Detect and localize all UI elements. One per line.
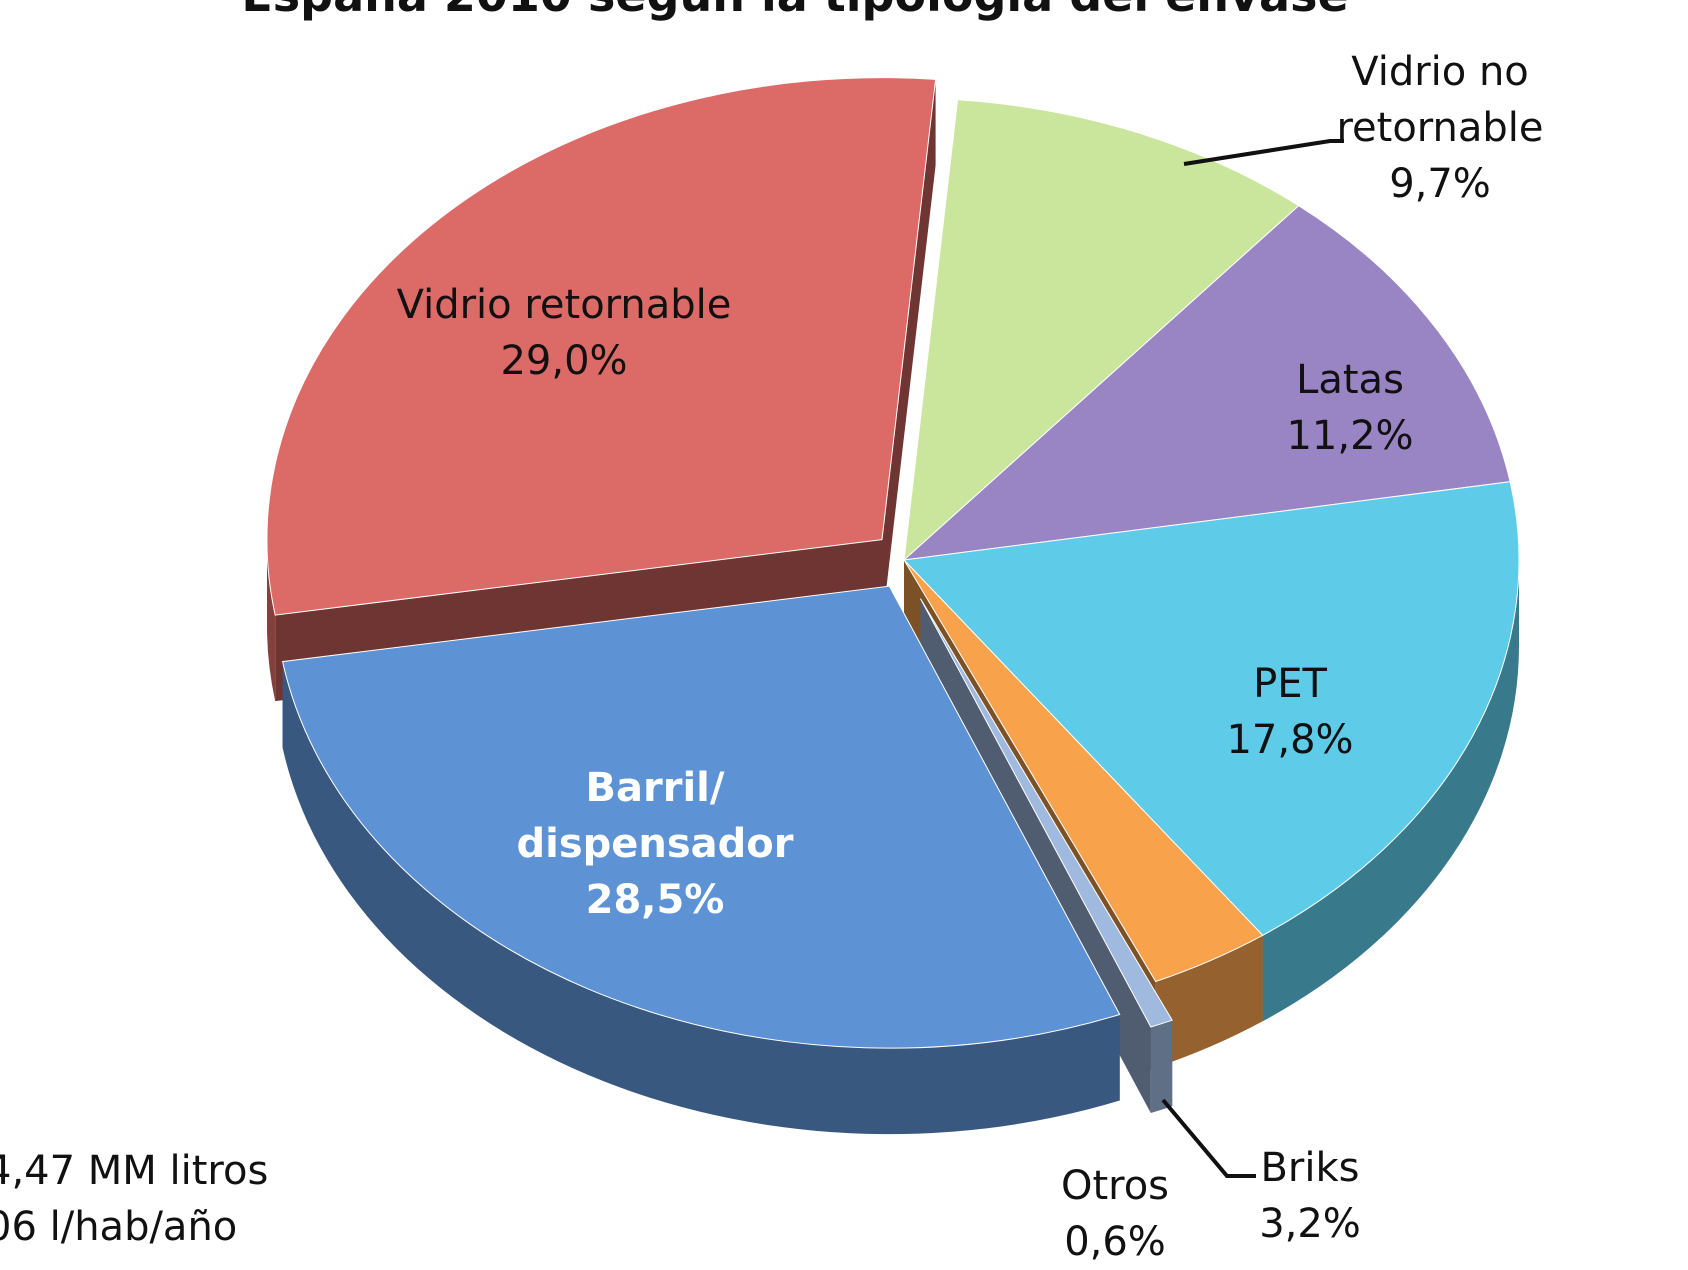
- slice-wall: [882, 79, 936, 626]
- category-label: Vidrio retornable: [396, 282, 732, 328]
- chart-title: España 2010 según la tipología del envas…: [241, 0, 1348, 22]
- value-label: 28,5%: [585, 877, 725, 923]
- slice-side: [1155, 935, 1263, 1068]
- value-label: 9,7%: [1389, 161, 1491, 207]
- value-label: 29,0%: [500, 338, 628, 384]
- slice: [903, 559, 1264, 983]
- slice-label: Briks 3,2%: [1230, 1140, 1390, 1252]
- slice-label: Vidrio no retornable 9,7%: [1325, 44, 1555, 212]
- category-label: Briks: [1260, 1145, 1360, 1191]
- value-label: 17,8%: [1226, 717, 1354, 763]
- slice: [281, 585, 1121, 1049]
- slice: [902, 205, 1511, 561]
- slice-label: Otros 0,6%: [1035, 1158, 1195, 1270]
- slice: [266, 77, 937, 616]
- slice-label: Vidrio retornable 29,0%: [374, 277, 754, 389]
- slice-side: [1262, 560, 1519, 1022]
- annotation: 06 l/hab/año: [0, 1204, 238, 1250]
- slice-side: [1150, 1020, 1173, 1113]
- slice-label: Barril/ dispensador 28,5%: [505, 760, 805, 928]
- slice-side: [282, 661, 1120, 1135]
- value-label: 11,2%: [1286, 413, 1414, 459]
- slice: [920, 598, 1173, 1028]
- value-label: 3,2%: [1259, 1201, 1361, 1247]
- category-label: Vidrio no retornable: [1336, 49, 1544, 151]
- category-label: Latas: [1296, 357, 1404, 403]
- annotation: 4,47 MM litros: [0, 1148, 269, 1194]
- category-label: Otros: [1060, 1163, 1170, 1209]
- slice: [903, 99, 1300, 562]
- slices: [266, 77, 1520, 1049]
- category-label: PET: [1253, 661, 1327, 707]
- category-label: Barril/ dispensador: [516, 765, 794, 867]
- slice-label: PET 17,8%: [1190, 656, 1390, 768]
- leader-line: [1183, 139, 1344, 166]
- value-label: 0,6%: [1064, 1219, 1166, 1265]
- slice-label: Latas 11,2%: [1250, 352, 1450, 464]
- slice: [902, 481, 1520, 936]
- leader-line: [1161, 1098, 1256, 1178]
